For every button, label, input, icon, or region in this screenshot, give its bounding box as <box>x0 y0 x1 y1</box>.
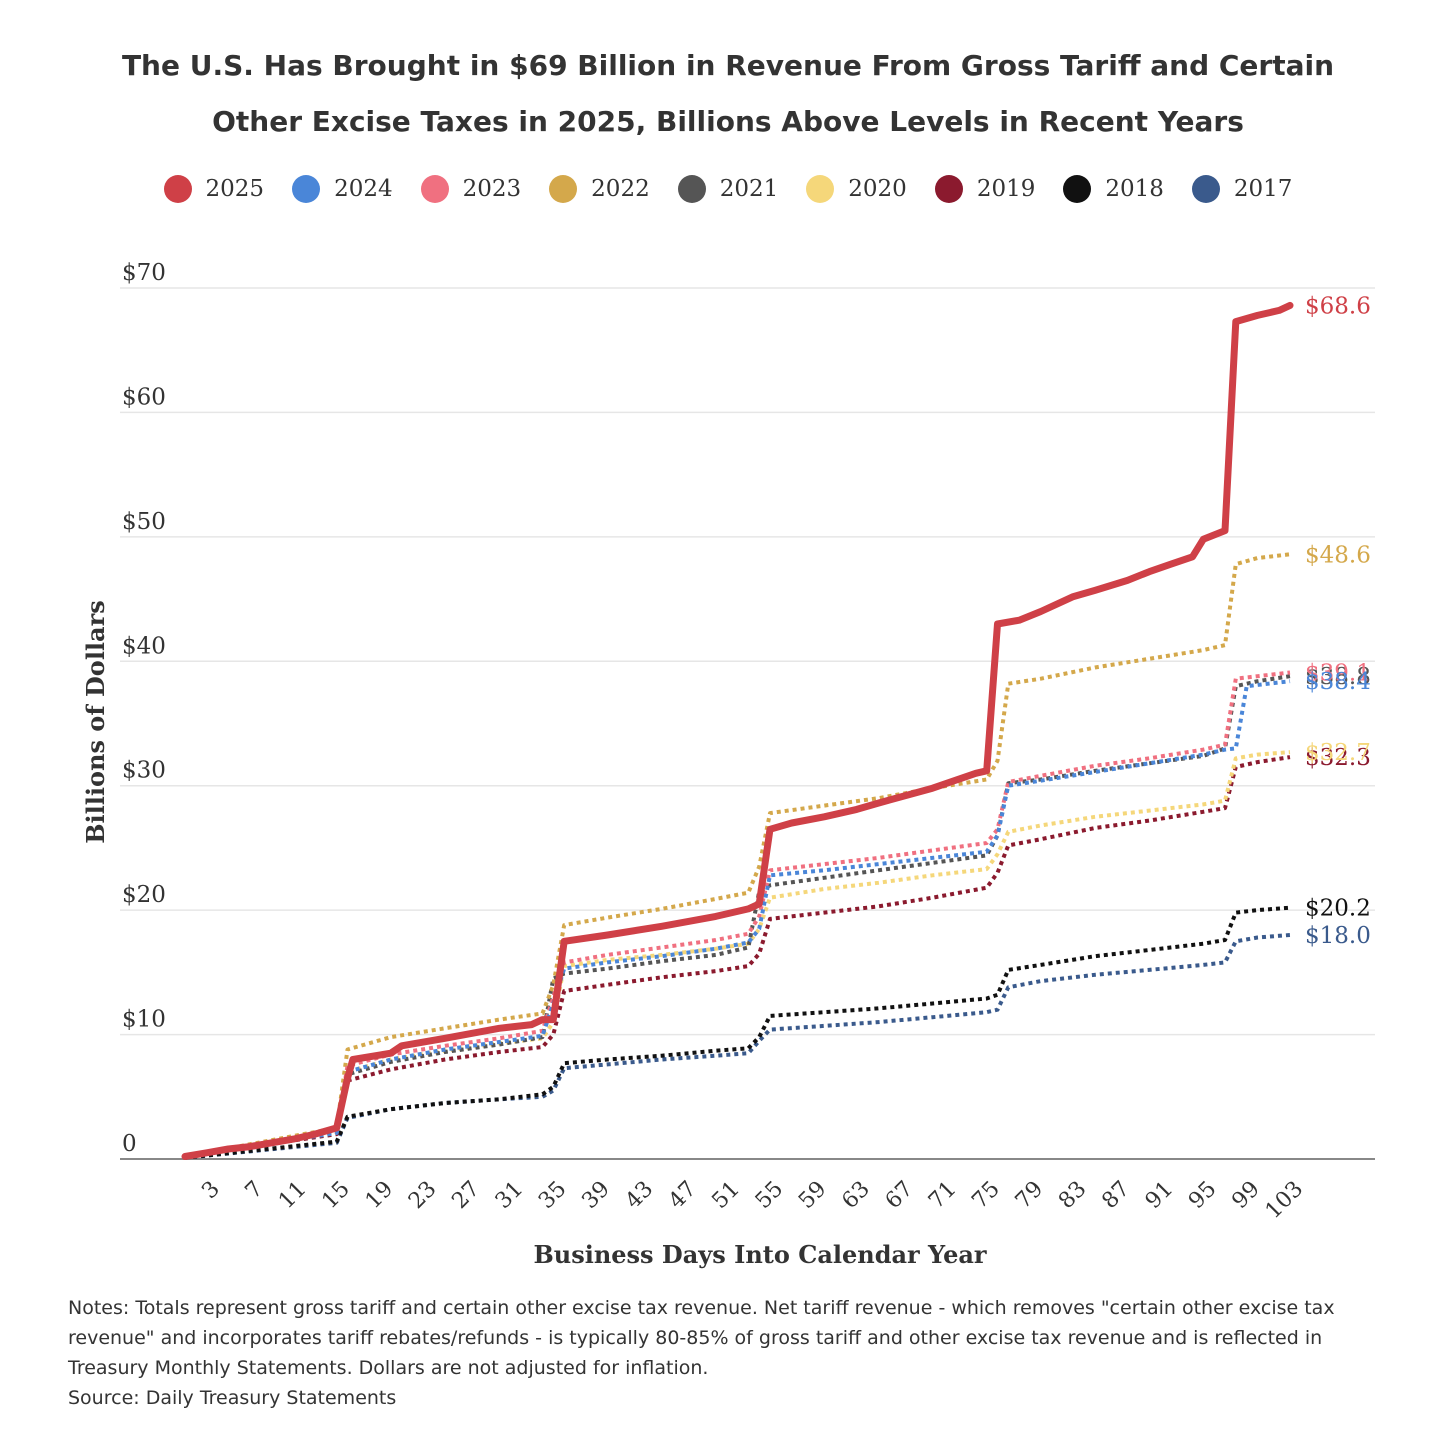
end-label-2020: $32.7 <box>1305 740 1371 766</box>
legend-label: 2017 <box>1233 176 1293 202</box>
series-line-2025 <box>181 301 1294 1160</box>
series-end-labels: $18.0$20.2 $32.3$32.7 $38.8 $48.6 $39.1$38.4… <box>1305 293 1371 949</box>
legend-item-2021: 2021 <box>677 175 779 203</box>
legend-swatch <box>806 175 835 203</box>
legend-item-2024: 2024 <box>292 175 393 203</box>
x-tick-label: 19 <box>361 1177 398 1214</box>
x-axis-tick-labels: 3 7 11 15 19 23 27 31 35 39 43 47 51 55 59 63 67 71 75 79 83… <box>197 1177 1308 1224</box>
legend-swatch <box>420 175 449 203</box>
series-line-2020 <box>184 750 1291 1159</box>
x-tick-label: 83 <box>1054 1177 1091 1214</box>
x-tick-label: 71 <box>924 1177 961 1214</box>
x-tick-label: 47 <box>664 1177 701 1214</box>
end-label-2021: $38.8 <box>1305 664 1371 690</box>
legend-item-2019: 2019 <box>934 175 1036 203</box>
legend-label: 2022 <box>591 176 650 202</box>
x-tick-label: 63 <box>837 1177 874 1214</box>
legend-swatch <box>1191 175 1220 203</box>
legend-item-2025: 2025 <box>163 175 265 203</box>
y-axis-tick-labels: 0 $10 $20 $30 $40 $50 $60 $70 <box>122 260 166 1157</box>
x-tick-label: 95 <box>1184 1177 1221 1214</box>
end-label-2019: $32.3 <box>1305 745 1371 771</box>
chart-title-line-1: The U.S. Has Brought in $69 Billion in R… <box>121 49 1335 82</box>
x-tick-label: 39 <box>577 1177 614 1214</box>
chart-legend: 2025 2024 2023 2022 2021 2020 2019 2018 2017 <box>0 175 1456 203</box>
legend-label: 2023 <box>462 176 522 202</box>
y-tick-label: $40 <box>122 633 166 659</box>
x-tick-label: 91 <box>1141 1177 1178 1214</box>
legend-label: 2025 <box>205 176 265 202</box>
chart-title: The U.S. Has Brought in $69 Billion in R… <box>60 38 1396 150</box>
x-tick-label: 35 <box>534 1177 571 1214</box>
x-tick-label: 55 <box>751 1177 788 1214</box>
x-tick-label: 43 <box>621 1177 658 1214</box>
y-tick-label: $70 <box>122 260 166 286</box>
legend-swatch <box>677 175 706 203</box>
series-line-2024 <box>184 679 1291 1159</box>
end-label-2023: $39.1 <box>1305 660 1371 686</box>
legend-swatch <box>549 175 578 203</box>
legend-swatch <box>934 175 963 203</box>
end-label-2025: $68.6 <box>1305 293 1371 319</box>
chart-notes: Notes: Totals represent gross tariff and… <box>68 1293 1388 1413</box>
legend-swatch <box>163 175 192 203</box>
legend-label: 2018 <box>1105 176 1164 202</box>
y-tick-label: $50 <box>122 509 166 535</box>
x-tick-label: 27 <box>447 1177 484 1214</box>
legend-item-2023: 2023 <box>420 175 522 203</box>
y-tick-label: $30 <box>122 758 166 784</box>
x-tick-label: 67 <box>881 1177 918 1214</box>
x-tick-label: 103 <box>1261 1177 1308 1224</box>
x-tick-label: 75 <box>967 1177 1004 1214</box>
x-tick-label: 31 <box>491 1177 528 1214</box>
legend-item-2018: 2018 <box>1063 175 1164 203</box>
x-tick-label: 87 <box>1097 1177 1134 1214</box>
x-tick-label: 59 <box>794 1177 831 1214</box>
end-label-2022: $48.6 <box>1305 542 1371 568</box>
legend-swatch <box>292 175 321 203</box>
notes-text: Notes: Totals represent gross tariff and… <box>68 1297 1335 1379</box>
legend-label: 2021 <box>719 176 779 202</box>
x-tick-label: 51 <box>707 1177 744 1214</box>
legend-item-2020: 2020 <box>806 175 907 203</box>
x-axis-label: Business Days Into Calendar Year <box>533 1240 986 1269</box>
legend-item-2017: 2017 <box>1191 175 1293 203</box>
gridlines <box>120 287 1375 1160</box>
y-tick-label: $20 <box>122 882 166 908</box>
series-lines <box>181 301 1294 1160</box>
x-tick-label: 23 <box>404 1177 441 1214</box>
y-axis-label: Billions of Dollars <box>81 600 110 844</box>
end-label-2018: $20.2 <box>1305 896 1371 922</box>
series-line-2018 <box>184 905 1291 1160</box>
end-label-2017: $18.0 <box>1305 923 1371 949</box>
x-tick-label: 3 <box>197 1177 225 1205</box>
chart-title-line-2: Other Excise Taxes in 2025, Billions Abo… <box>212 105 1244 138</box>
legend-label: 2019 <box>976 176 1036 202</box>
source-text: Source: Daily Treasury Statements <box>68 1387 397 1409</box>
y-tick-label: $10 <box>122 1007 166 1033</box>
series-line-2023 <box>184 670 1291 1159</box>
y-tick-label: 0 <box>122 1131 137 1157</box>
x-tick-label: 79 <box>1011 1177 1048 1214</box>
series-line-2019 <box>184 755 1291 1159</box>
x-tick-label: 7 <box>241 1177 269 1205</box>
legend-item-2022: 2022 <box>549 175 650 203</box>
x-tick-label: 99 <box>1227 1177 1264 1214</box>
series-line-2021 <box>184 674 1291 1159</box>
y-tick-label: $60 <box>122 384 166 410</box>
x-tick-label: 11 <box>274 1177 311 1214</box>
legend-swatch <box>1063 175 1092 203</box>
end-label-2024: $38.4 <box>1305 669 1371 695</box>
series-line-2022 <box>184 552 1291 1159</box>
x-tick-label: 15 <box>317 1177 354 1214</box>
legend-label: 2024 <box>334 176 393 202</box>
legend-label: 2020 <box>848 176 907 202</box>
